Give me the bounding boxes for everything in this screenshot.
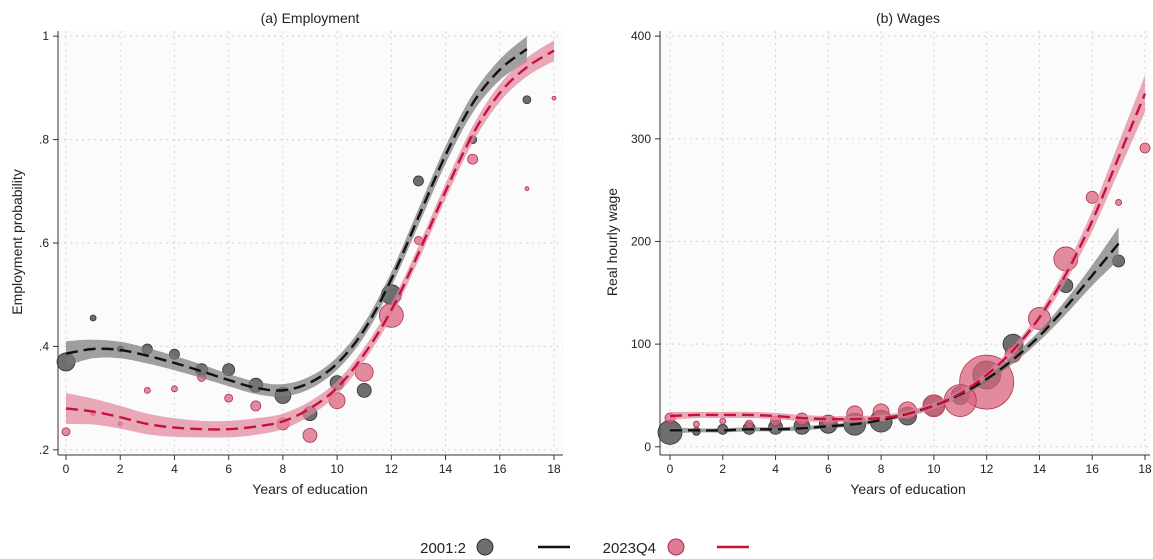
legend-label-2023q4: 2023Q4: [603, 540, 656, 557]
wages-point-2023q4: [1139, 142, 1151, 154]
wages-y-tick-label: 100: [631, 337, 651, 351]
wages-x-tick-label: 10: [927, 462, 941, 476]
employment-point-2023q4: [302, 427, 318, 443]
employment-point-2023q4: [524, 186, 530, 192]
employment-point-2001-2: [522, 95, 532, 105]
wages-panel: 0 2 4 6 8 10 12 14 16 18 0 100 200 300 400 (b) Wages R…: [604, 10, 1152, 497]
employment-y-tick-label: .2: [39, 443, 49, 457]
wages-plot-background: [660, 31, 1150, 455]
employment-x-tick-label: 12: [385, 462, 399, 476]
wages-y-tick-label: 400: [631, 29, 651, 43]
employment-x-tick-label: 2: [117, 462, 124, 476]
wages-y-axis-title: Real hourly wage: [604, 188, 620, 296]
employment-y-axis-title: Employment probability: [9, 169, 25, 315]
employment-plot-area: 0 2 4 6 8 10 12 14 16 18 .2 .4 .6 .8 1: [39, 29, 563, 476]
employment-x-axis-title: Years of education: [252, 481, 367, 497]
legend-marker-2001-2: [476, 538, 494, 556]
wages-y-tick-label: 300: [631, 132, 651, 146]
employment-x-tick-label: 16: [493, 462, 507, 476]
wages-x-tick-label: 6: [825, 462, 832, 476]
wages-x-tick-label: 14: [1033, 462, 1047, 476]
wages-x-tick-label: 2: [719, 462, 726, 476]
employment-panel-title: (a) Employment: [261, 10, 360, 26]
employment-y-tick-label: 1: [42, 29, 49, 43]
employment-point-2001-2: [413, 175, 424, 187]
wages-plot-area: 0 2 4 6 8 10 12 14 16 18 0 100 200 300 400: [631, 29, 1152, 476]
wages-x-tick-label: 18: [1138, 462, 1152, 476]
employment-x-tick-label: 0: [63, 462, 70, 476]
wages-y-tick-label: 200: [631, 234, 651, 248]
employment-point-2023q4: [467, 153, 479, 165]
legend-marker-2023q4: [667, 538, 685, 556]
wages-x-axis-title: Years of education: [850, 481, 965, 497]
wages-point-2023q4: [744, 419, 754, 429]
employment-point-2023q4: [224, 393, 234, 403]
employment-point-2023q4: [143, 386, 151, 394]
employment-point-2023q4: [551, 95, 557, 101]
wages-x-tick-label: 8: [878, 462, 885, 476]
legend: 2001:2 2023Q4: [420, 538, 749, 557]
employment-x-tick-label: 10: [330, 462, 344, 476]
employment-point-2023q4: [171, 385, 178, 393]
employment-confidence-band-2023q4: [66, 40, 554, 438]
employment-y-tick-label: .4: [39, 339, 49, 353]
employment-y-tick-label: .8: [39, 133, 49, 147]
employment-panel: 0 2 4 6 8 10 12 14 16 18.2.4.6.81 (a) Employment …: [9, 10, 563, 497]
wages-x-tick-label: 0: [667, 462, 674, 476]
wages-x-tick-label: 12: [980, 462, 994, 476]
wages-x-tick-label: 4: [772, 462, 779, 476]
employment-x-tick-label: 6: [225, 462, 232, 476]
employment-point-2001-2: [356, 382, 372, 398]
wages-point-2023q4: [692, 420, 700, 428]
employment-point-2001-2: [89, 314, 97, 322]
employment-x-tick-label: 4: [171, 462, 178, 476]
employment-fit-line-2023q4: [65, 49, 555, 431]
wages-point-2023q4: [719, 417, 727, 425]
employment-x-tick-label: 8: [280, 462, 287, 476]
employment-x-tick-label: 18: [547, 462, 561, 476]
employment-point-2023q4: [61, 427, 71, 437]
wages-y-tick-label: 0: [644, 440, 651, 454]
wages-point-2023q4: [1115, 199, 1123, 206]
legend-label-2001-2: 2001:2: [420, 540, 466, 557]
wages-fit-line-2023q4: [669, 93, 1147, 421]
wages-x-tick-label: 16: [1086, 462, 1100, 476]
employment-point-2023q4: [250, 400, 262, 412]
wages-panel-title: (b) Wages: [876, 10, 940, 26]
employment-y-tick-label: .6: [39, 236, 49, 250]
employment-x-tick-label: 14: [439, 462, 453, 476]
employment-fit-line-2001-2: [65, 48, 528, 392]
